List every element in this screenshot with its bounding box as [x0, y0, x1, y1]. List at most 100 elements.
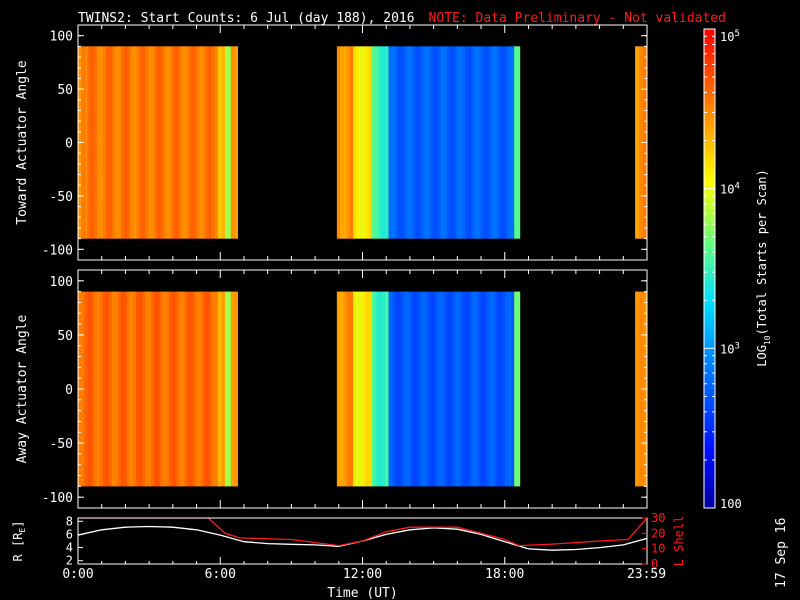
heatmap-strip — [139, 291, 143, 487]
heatmap-strip — [508, 291, 512, 487]
heatmap-strip — [422, 291, 426, 487]
heatmap-strip — [635, 291, 640, 487]
heatmap-strip — [391, 46, 395, 239]
heatmap-strip — [471, 291, 475, 487]
heatmap-strip — [375, 291, 379, 487]
y-tick-label: 0 — [65, 137, 73, 152]
heatmap-strip — [495, 291, 499, 487]
heatmap-strip — [187, 46, 191, 239]
heatmap-strip — [151, 46, 155, 239]
heatmap-strip — [434, 291, 438, 487]
heatmap-strip — [175, 291, 179, 487]
heatmap-strip — [196, 291, 200, 487]
heatmap-strip — [403, 291, 407, 487]
heatmap-strip — [385, 46, 389, 239]
heatmap-strip — [425, 46, 429, 239]
heatmap-strip — [154, 291, 158, 487]
heatmap-strip — [230, 46, 235, 239]
heatmap-strip — [437, 291, 441, 487]
heatmap-strip — [172, 291, 176, 487]
heatmap-strip — [419, 291, 423, 487]
y-tick-label: -50 — [50, 437, 73, 452]
heatmap-strip — [492, 46, 496, 239]
heatmap-strip — [514, 291, 521, 487]
heatmap-strip — [375, 46, 379, 239]
heatmap-strip — [187, 291, 191, 487]
heatmap-strip — [353, 291, 357, 487]
y2-tick-label: 10 — [651, 542, 665, 556]
heatmap-strip — [199, 291, 203, 487]
heatmap-strip — [127, 291, 131, 487]
heatmap-strip — [397, 291, 401, 487]
heatmap-strip — [397, 46, 401, 239]
heatmap-strip — [211, 46, 215, 239]
heatmap-strip — [181, 46, 185, 239]
heatmap-strip — [205, 46, 209, 239]
y-tick-label: 100 — [50, 30, 73, 45]
heatmap-strip — [108, 291, 112, 487]
heatmap-strip — [489, 46, 493, 239]
heatmap-strip — [456, 291, 460, 487]
heatmap-strip — [356, 46, 360, 239]
heatmap-strip — [105, 291, 109, 487]
heatmap-strip — [196, 46, 200, 239]
heatmap-strip — [102, 46, 106, 239]
y-tick-label: 8 — [66, 514, 73, 528]
heatmap-strip — [90, 291, 94, 487]
heatmap-strip — [486, 46, 490, 239]
heatmap-strip — [199, 46, 203, 239]
heatmap-strip — [416, 46, 420, 239]
heatmap-strip — [234, 46, 239, 239]
heatmap-strip — [362, 46, 366, 239]
heatmap-strip — [221, 46, 225, 239]
heatmap-strip — [114, 291, 118, 487]
heatmap-strip — [148, 46, 152, 239]
heatmap-strip — [400, 291, 404, 487]
heatmap-strip — [501, 46, 506, 239]
heatmap-strip — [108, 46, 112, 239]
heatmap-strip — [381, 46, 386, 239]
heatmap-strip — [208, 291, 212, 487]
heatmap-strip — [365, 291, 369, 487]
heatmap-strip — [148, 291, 152, 487]
heatmap-strip — [193, 291, 197, 487]
heatmap-strip — [456, 46, 460, 239]
heatmap-strip — [184, 46, 188, 239]
heatmap-strip — [202, 291, 206, 487]
date-stamp: 17 Sep 16 — [774, 518, 789, 588]
heatmap-strip — [413, 46, 417, 239]
heatmap-strip — [120, 46, 125, 239]
y-tick-label: 100 — [50, 275, 73, 290]
heatmap-strip — [483, 46, 487, 239]
colorbar-tick-label: 103 — [720, 341, 740, 356]
heatmap-strip — [514, 46, 521, 239]
heatmap-strip — [172, 46, 176, 239]
heatmap-strip — [163, 46, 167, 239]
heatmap-strip — [111, 46, 115, 239]
heatmap-strip — [178, 46, 182, 239]
heatmap-strip — [477, 46, 481, 239]
lshell-series-line — [78, 518, 647, 547]
heatmap-strip — [431, 291, 435, 487]
heatmap-strip — [346, 291, 350, 487]
y-tick-label: 6 — [66, 527, 73, 541]
heatmap-strip — [93, 291, 97, 487]
x-axis-label: Time (UT) — [327, 586, 397, 600]
heatmap-strip — [359, 46, 363, 239]
heatmap-strip — [117, 46, 121, 239]
heatmap-strip — [462, 291, 466, 487]
y-tick-label: 50 — [57, 83, 73, 98]
heatmap-strip — [181, 291, 185, 487]
heatmap-strip — [102, 291, 106, 487]
toward-actuator-panel: 100 50 0 -50 -100 Toward Actuator Angle — [15, 24, 648, 261]
y-axis-label: R [RE] — [11, 521, 27, 562]
heatmap-strip — [437, 46, 441, 239]
y2-tick-label: 20 — [651, 526, 665, 540]
heatmap-strip — [431, 46, 435, 239]
heatmap-strip — [406, 46, 411, 239]
heatmap-strip — [96, 46, 100, 239]
heatmap-strip — [139, 46, 143, 239]
heatmap-strip — [449, 46, 453, 239]
heatmap-strip — [422, 46, 426, 239]
